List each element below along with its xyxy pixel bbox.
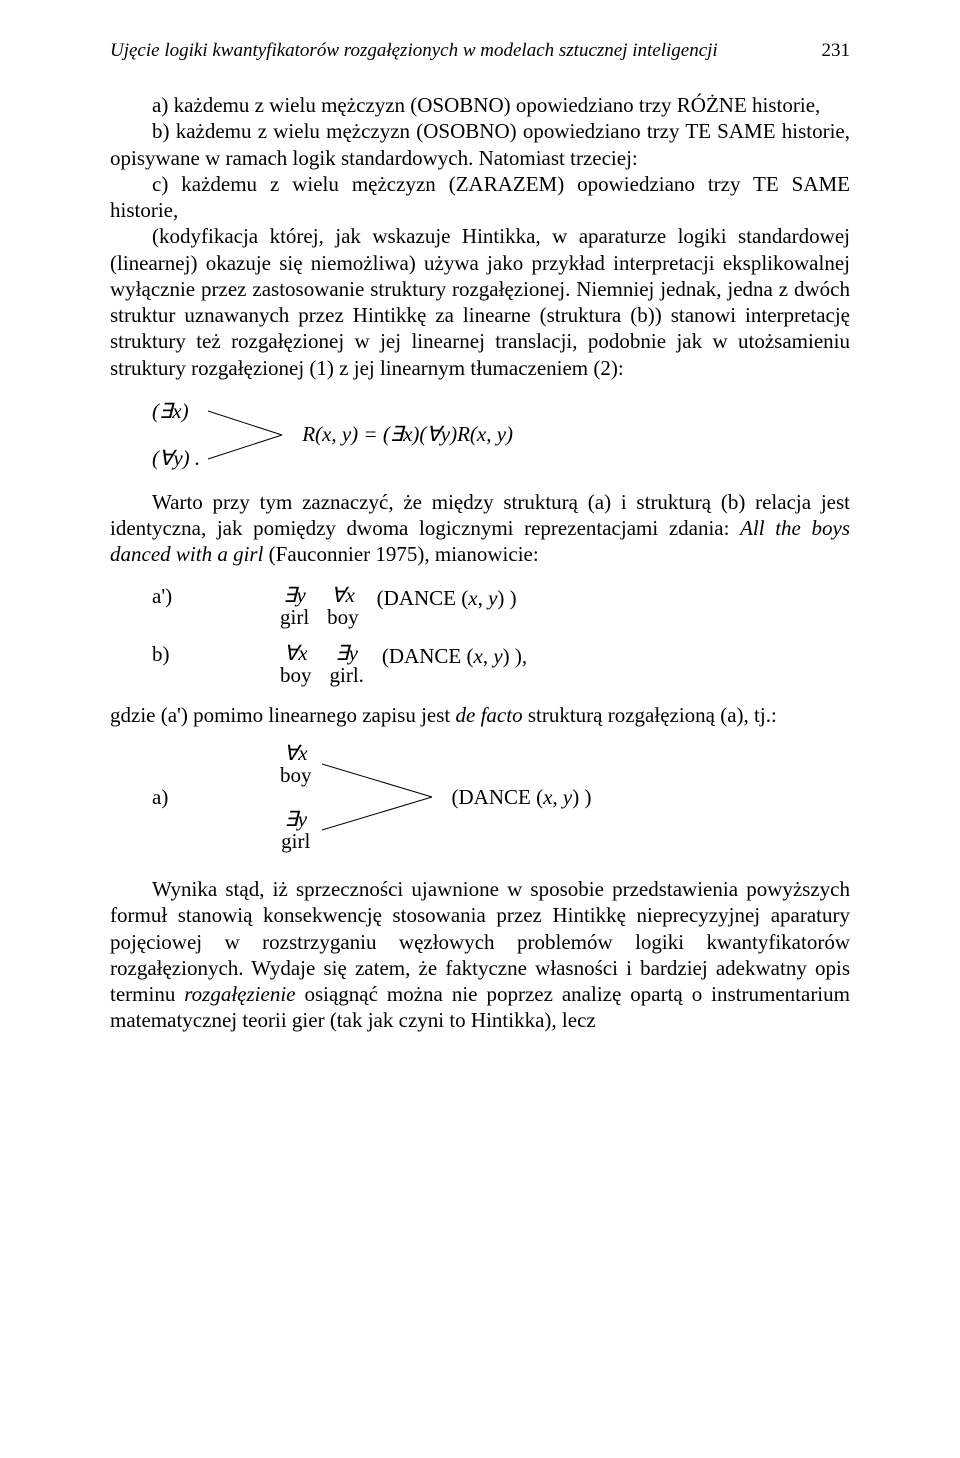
para2-post: (Fauconnier 1975), mianowicie: [263,542,538,566]
branch-a-q1-bot: boy [280,764,312,786]
page-number: 231 [822,40,851,62]
branch-a-q1-top: ∀x [284,742,308,764]
logic-b-q2-bot: girl. [330,664,364,686]
para3-italic: de facto [456,703,523,727]
logic-a-q1-top: ∃y [283,584,306,606]
formula-branching-1: (∃x) (∀y) . R(x, y) = (∃x)(∀y)R(x, y) [152,399,850,471]
formula-left-quantifiers: (∃x) (∀y) . [152,399,200,471]
logic-b-pred: (DANCE (x, y) ), [382,644,527,669]
branch-a-q1: ∀x boy [280,742,312,786]
logic-examples: a') ∃y girl ∀x boy (DANCE (x, y) ) b) ∀x… [110,584,850,686]
para3-pre: gdzie (a') pomimo linearnego zapisu jest [110,703,456,727]
logic-b-label: b) [110,642,280,686]
paragraph-3: gdzie (a') pomimo linearnego zapisu jest… [110,702,850,728]
branch-a-q2: ∃y girl [280,808,312,852]
formula-top-quantifier: (∃x) [152,399,200,424]
para4-italic: rozgałęzienie [184,982,295,1006]
logic-b-q1: ∀x boy [280,642,312,686]
logic-row-a: a') ∃y girl ∀x boy (DANCE (x, y) ) [110,584,850,628]
paragraph-2: Warto przy tym zaznaczyć, że między stru… [110,489,850,568]
item-a: a) każdemu z wielu mężczyzn (OSOBNO) opo… [110,92,850,118]
branch-a-q2-top: ∃y [284,808,307,830]
logic-b-q2: ∃y girl. [330,642,364,686]
item-c: c) każdemu z wielu mężczyzn (ZARAZEM) op… [110,171,850,224]
logic-a-q2: ∀x boy [327,584,359,628]
para2-pre: Warto przy tym zaznaczyć, że między stru… [110,490,850,540]
item-b: b) każdemu z wielu mężczyzn (OSOBNO) opo… [110,118,850,171]
branch-lines-icon [312,742,452,852]
para3-post: strukturą rozgałęzioną (a), tj.: [523,703,777,727]
branch-lines-icon [200,399,290,471]
logic-b-q1-top: ∀x [284,642,308,664]
paragraph-abc: a) każdemu z wielu mężczyzn (OSOBNO) opo… [110,92,850,381]
logic-a-q2-bot: boy [327,606,359,628]
logic-row-b: b) ∀x boy ∃y girl. (DANCE (x, y) ), [110,642,850,686]
running-head: Ujęcie logiki kwantyfikatorów rozgałęzio… [110,40,850,62]
item-c-continuation: (kodyfikacja której, jak wskazuje Hintik… [110,223,850,381]
logic-a-q2-top: ∀x [331,584,355,606]
formula-bottom-quantifier: (∀y) . [152,446,200,471]
paragraph-4: Wynika stąd, iż sprzeczności ujawnione w… [110,876,850,1034]
logic-a-q1-bot: girl [280,606,309,628]
logic-a-q1: ∃y girl [280,584,309,628]
logic-a-pred: (DANCE (x, y) ) [377,586,517,611]
logic-b-q1-bot: boy [280,664,312,686]
running-title: Ujęcie logiki kwantyfikatorów rozgałęzio… [110,40,718,62]
branch-diagram-a: a) ∀x boy ∃y girl (DANCE (x, y) ) [110,742,850,852]
logic-a-label: a') [110,584,280,628]
formula-rhs: R(x, y) = (∃x)(∀y)R(x, y) [302,422,513,447]
branch-a-q2-bot: girl [281,830,310,852]
branch-a-label: a) [110,785,280,810]
branch-a-pred: (DANCE (x, y) ) [452,785,592,810]
branch-a-left: ∀x boy ∃y girl [280,742,312,852]
logic-b-q2-top: ∃y [335,642,358,664]
